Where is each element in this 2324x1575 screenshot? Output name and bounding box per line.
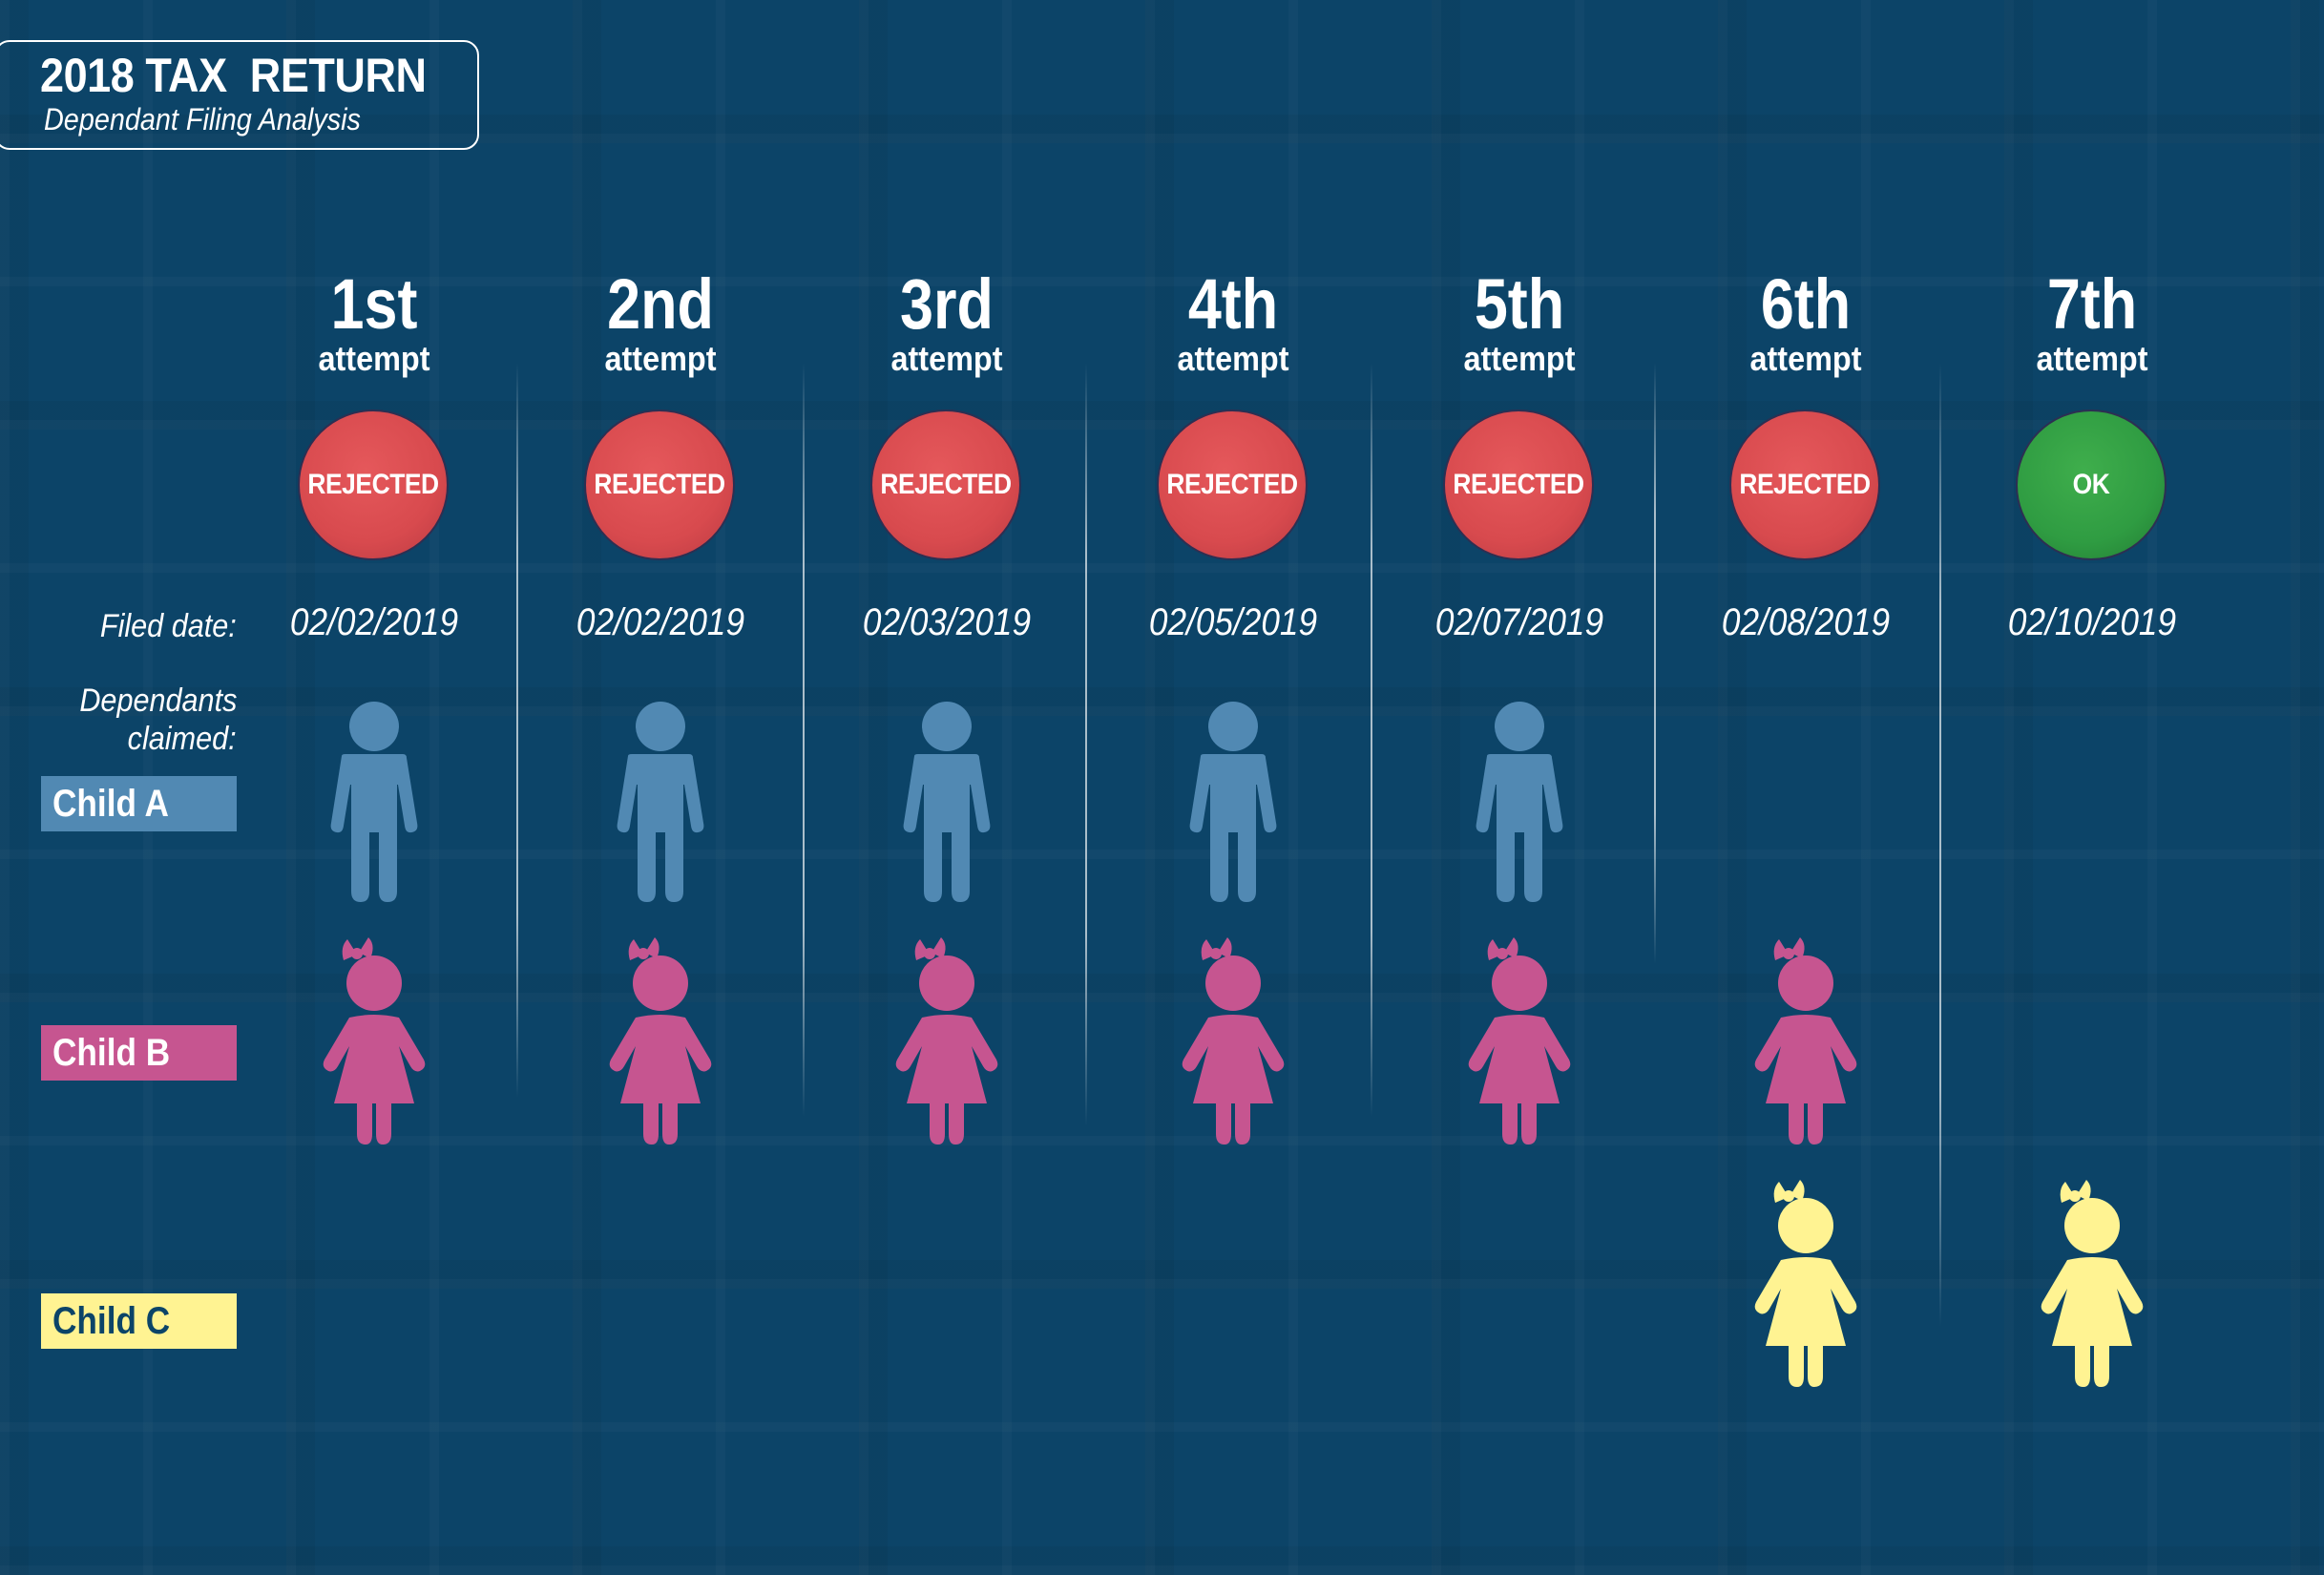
filed-date: 02/08/2019: [1721, 601, 1891, 643]
title-frame: [0, 40, 479, 150]
child-b-girl-icon: [1466, 934, 1573, 1150]
filed-date: 02/03/2019: [862, 601, 1032, 643]
attempt-word: attempt: [890, 339, 1003, 378]
child-a-tag: Child A: [41, 776, 237, 831]
attempt-column-7: 7th attempt OK 02/10/2019: [1949, 0, 2235, 1575]
status-rejected-badge: REJECTED: [1443, 410, 1594, 560]
child-b-girl-icon: [893, 934, 1000, 1150]
status-text: OK: [2072, 469, 2110, 500]
child-a-boy-icon: [1472, 701, 1567, 908]
child-b-label: Child B: [52, 1032, 171, 1074]
attempt-ordinal: 1st: [330, 264, 418, 344]
filed-date: 02/10/2019: [2007, 601, 2177, 643]
column-divider: [516, 363, 518, 1098]
status-text: REJECTED: [594, 469, 725, 500]
attempt-ordinal: 2nd: [607, 264, 714, 344]
child-c-girl-icon: [1752, 1176, 1859, 1393]
child-b-girl-icon: [607, 934, 714, 1150]
attempt-word: attempt: [2036, 339, 2148, 378]
status-text: REJECTED: [1453, 469, 1584, 500]
filed-date: 02/02/2019: [289, 601, 459, 643]
attempt-ordinal: 5th: [1474, 264, 1565, 344]
child-a-boy-icon: [613, 701, 708, 908]
attempt-column-6: 6th attempt REJECTED 02/08/2019: [1663, 0, 1949, 1575]
filed-date: 02/02/2019: [576, 601, 745, 643]
attempt-column-2: 2nd attempt REJECTED 02/02/2019: [517, 0, 804, 1575]
filed-date: 02/07/2019: [1434, 601, 1604, 643]
attempt-ordinal: 4th: [1187, 264, 1279, 344]
status-text: REJECTED: [1166, 469, 1298, 500]
child-c-tag: Child C: [41, 1293, 237, 1349]
attempt-column-4: 4th attempt REJECTED 02/05/2019: [1090, 0, 1376, 1575]
attempt-column-3: 3rd attempt REJECTED 02/03/2019: [804, 0, 1090, 1575]
dependants-label-line1: Dependants: [78, 682, 237, 719]
status-rejected-badge: REJECTED: [870, 410, 1021, 560]
attempt-column-5: 5th attempt REJECTED 02/07/2019: [1376, 0, 1663, 1575]
attempt-word: attempt: [604, 339, 717, 378]
status-ok-badge: OK: [2016, 410, 2167, 560]
attempt-word: attempt: [1749, 339, 1862, 378]
attempt-column-1: 1st attempt REJECTED 02/02/2019: [231, 0, 517, 1575]
filed-date: 02/05/2019: [1148, 601, 1318, 643]
child-c-girl-icon: [2039, 1176, 2146, 1393]
child-a-boy-icon: [326, 701, 422, 908]
page-subtitle: Dependant Filing Analysis: [44, 102, 361, 136]
attempt-ordinal: 7th: [2046, 264, 2138, 344]
column-divider: [803, 363, 805, 1117]
status-text: REJECTED: [880, 469, 1012, 500]
child-b-tag: Child B: [41, 1025, 237, 1081]
status-text: REJECTED: [307, 469, 439, 500]
status-rejected-badge: REJECTED: [1729, 410, 1880, 560]
child-b-girl-icon: [1180, 934, 1287, 1150]
child-c-label: Child C: [52, 1300, 171, 1342]
column-divider: [1085, 363, 1087, 1126]
child-a-boy-icon: [899, 701, 995, 908]
attempt-word: attempt: [1177, 339, 1289, 378]
status-rejected-badge: REJECTED: [1157, 410, 1308, 560]
child-a-label: Child A: [52, 783, 169, 825]
filed-date-label: Filed date:: [100, 608, 237, 644]
attempt-ordinal: 3rd: [900, 264, 994, 344]
status-rejected-badge: REJECTED: [584, 410, 735, 560]
column-divider: [1371, 363, 1372, 1117]
child-a-boy-icon: [1185, 701, 1281, 908]
page-title: 2018 TAX RETURN: [40, 49, 427, 102]
column-divider: [1939, 363, 1941, 1327]
column-divider: [1654, 363, 1656, 964]
dependants-label-line2: claimed:: [128, 721, 237, 757]
attempt-word: attempt: [318, 339, 430, 378]
status-text: REJECTED: [1739, 469, 1871, 500]
attempt-ordinal: 6th: [1760, 264, 1852, 344]
child-b-girl-icon: [1752, 934, 1859, 1150]
child-b-girl-icon: [321, 934, 428, 1150]
attempt-word: attempt: [1463, 339, 1576, 378]
status-rejected-badge: REJECTED: [298, 410, 449, 560]
